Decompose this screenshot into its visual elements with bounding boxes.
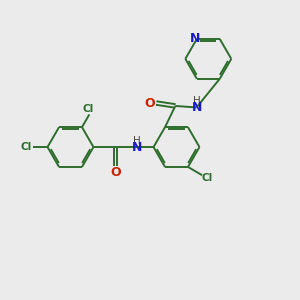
Text: O: O	[110, 166, 121, 179]
Text: Cl: Cl	[21, 142, 32, 152]
Text: O: O	[144, 97, 155, 110]
Text: N: N	[192, 101, 202, 114]
Text: N: N	[190, 32, 200, 45]
Text: H: H	[193, 96, 201, 106]
Text: H: H	[133, 136, 141, 146]
Text: N: N	[132, 141, 142, 154]
Text: Cl: Cl	[82, 104, 94, 114]
Text: Cl: Cl	[202, 173, 213, 183]
